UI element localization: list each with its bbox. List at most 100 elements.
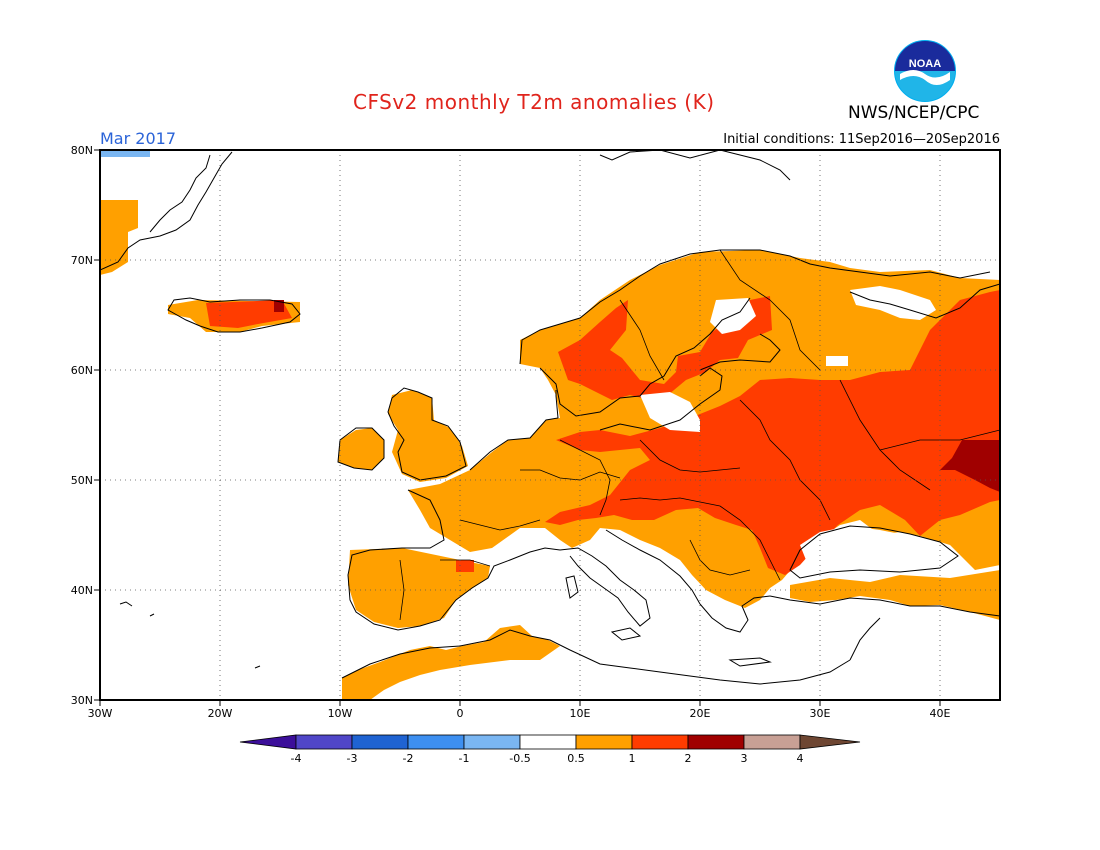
coast-crete [728, 657, 772, 667]
initial-conditions-label: Initial conditions: 11Sep2016—20Sep2016 [723, 132, 1000, 147]
anomaly-patch-greenland-cold [100, 150, 150, 157]
coast-sicily [610, 627, 642, 641]
anomaly-patch-russia-hot [940, 440, 1000, 492]
lon-label-30w: 30W [88, 707, 113, 720]
lon-axis [99, 700, 941, 706]
lat-label-40n: 40N [71, 584, 93, 597]
colorbar-bin-4 [463, 734, 521, 750]
coast-iceland [167, 297, 301, 333]
coast-adriatic [605, 529, 701, 605]
lat-label-70n: 70N [71, 254, 93, 267]
colorbar-label-8: 3 [741, 752, 748, 765]
lon-label-20e: 20E [690, 707, 711, 720]
anomaly-patch-blacksea-neutral [800, 526, 950, 570]
coastlines [100, 150, 1000, 685]
coast-east-med [849, 617, 881, 661]
colorbar-bin-5 [519, 734, 577, 750]
anomaly-patch-greenland [100, 200, 138, 275]
coast-north-sea [469, 390, 559, 471]
colorbar-bin-0 [239, 734, 297, 750]
anomaly-patch-ukraine-neutral [826, 356, 848, 366]
colorbar-bin-3 [407, 734, 465, 750]
border-1 [619, 299, 665, 381]
anomaly-patch-scandinavia-warm [558, 296, 772, 400]
lon-label-30e: 30E [810, 707, 831, 720]
colorbar-bin-9 [743, 734, 801, 750]
colorbar-bin-1 [295, 734, 353, 750]
lat-label-50n: 50N [71, 474, 93, 487]
coast-greenland-fjords [149, 154, 211, 233]
lon-label-20w: 20W [208, 707, 233, 720]
lon-label-40e: 40E [930, 707, 951, 720]
border-13 [399, 559, 405, 621]
border-7 [619, 497, 721, 507]
graticule [100, 150, 1000, 700]
border-4 [559, 439, 611, 516]
coast-scandinavia [519, 249, 991, 365]
coast-greece [699, 595, 771, 633]
colorbar: -4 -3 -2 -1 -0.5 0.5 1 2 3 4 [239, 734, 861, 765]
coast-greenland [100, 151, 233, 271]
colorbar-bin-7 [631, 734, 689, 750]
border-12 [689, 539, 751, 576]
coast-france-iberia [347, 489, 561, 631]
anomaly-patch-ireland [338, 428, 384, 470]
colorbar-label-5: 0.5 [567, 752, 585, 765]
noaa-logo-text: NOAA [909, 58, 941, 70]
border-3 [520, 469, 621, 481]
colorbar-label-1: -3 [347, 752, 358, 765]
border-8 [459, 519, 541, 531]
lon-label-10e: 10E [570, 707, 591, 720]
colorbar-label-9: 4 [797, 752, 804, 765]
coast-russia-north [849, 283, 1000, 319]
colorbar-label-7: 2 [685, 752, 692, 765]
border-2 [719, 249, 821, 371]
lat-label-60n: 60N [71, 364, 93, 377]
anomaly-shading [100, 150, 1000, 700]
anomaly-patch-iceland-warm [206, 300, 292, 328]
coast-atlantic-islands [119, 601, 261, 669]
map-frame [99, 149, 1001, 701]
coast-italy [559, 547, 651, 627]
map-title: CFSv2 monthly T2m anomalies (K) [353, 90, 715, 114]
valid-month-label: Mar 2017 [100, 129, 176, 148]
coast-sardinia [565, 575, 579, 599]
anomaly-patch-turkey [790, 570, 1000, 620]
colorbar-label-2: -2 [403, 752, 414, 765]
anomaly-patch-iberia [348, 548, 490, 628]
anomaly-patch-baltic-neutral [640, 392, 700, 432]
lat-label-80n: 80N [71, 144, 93, 157]
coast-ireland [337, 427, 385, 471]
colorbar-label-6: 1 [629, 752, 636, 765]
anomaly-patch-iberia-warm [456, 560, 474, 572]
anomaly-patch-britain [388, 390, 468, 482]
anomaly-patch-norway-neutral [710, 298, 756, 334]
coast-gulf-finland [699, 333, 781, 371]
coast-britain [387, 387, 467, 481]
colorbar-bin-10 [799, 734, 861, 750]
coast-north-africa [341, 629, 851, 685]
coast-turkey [769, 595, 1000, 617]
colorbar-label-3: -1 [459, 752, 470, 765]
coast-svalbard [599, 150, 791, 181]
anomaly-patch-eastern-europe-warm [545, 290, 1000, 575]
colorbar-bin-6 [575, 734, 633, 750]
coast-baltic [599, 367, 723, 431]
border-9 [719, 505, 781, 581]
anomaly-patch-north-africa [342, 625, 560, 700]
lon-label-0: 0 [457, 707, 464, 720]
colorbar-bin-2 [351, 734, 409, 750]
coast-sweden [539, 297, 751, 417]
border-5 [639, 439, 741, 473]
organization-label: NWS/NCEP/CPC [848, 103, 980, 123]
lon-label-10w: 10W [328, 707, 353, 720]
anomaly-patch-iceland-hot [274, 300, 284, 312]
colorbar-label-4: -0.5 [509, 752, 530, 765]
colorbar-label-0: -4 [291, 752, 302, 765]
noaa-logo: NOAA [894, 40, 956, 102]
coast-black-sea [789, 525, 959, 579]
border-14 [440, 559, 491, 567]
lat-label-30n: 30N [71, 694, 93, 707]
lat-axis [94, 149, 100, 701]
